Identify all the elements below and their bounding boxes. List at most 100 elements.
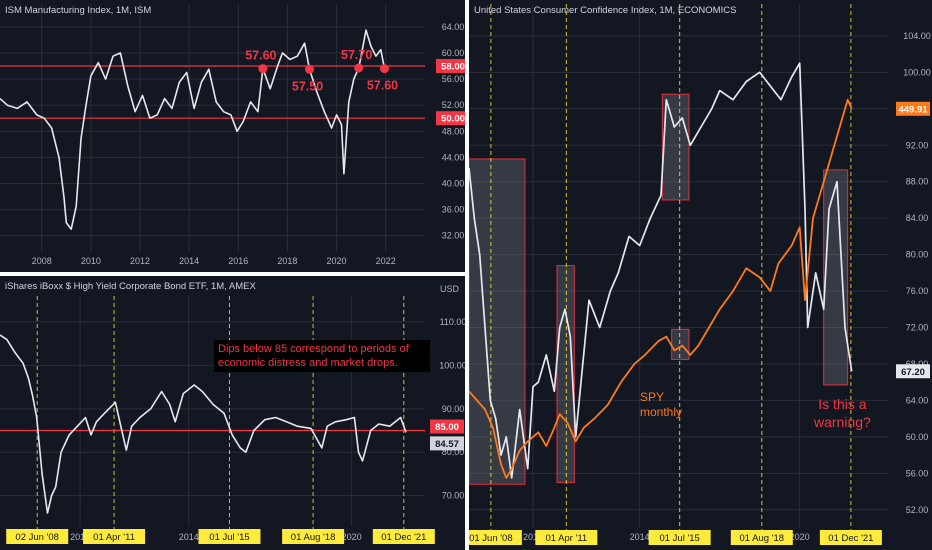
cci-x-tick-label: 2020 bbox=[790, 532, 810, 542]
hyg-y-tick-label: 90.00 bbox=[442, 404, 465, 414]
ism-x-tick-label: 2010 bbox=[81, 256, 101, 266]
cci-date-label: 01 Dec '21 bbox=[828, 533, 873, 544]
cci-y-tick-label: 52.00 bbox=[906, 505, 929, 515]
cci-y-tick-label: 92.00 bbox=[906, 140, 929, 150]
ism-threshold-label-bg bbox=[436, 111, 465, 126]
cci-last-value-label-bg bbox=[896, 364, 930, 379]
cci-date-label: 01 Apr '11 bbox=[545, 533, 587, 544]
ism-y-tick-label: 40.00 bbox=[442, 178, 465, 188]
cci-x-tick-label: 2014 bbox=[630, 532, 650, 542]
ism-x-tick-label: 2008 bbox=[32, 256, 52, 266]
hyg-y-tick-label: 110.00 bbox=[440, 317, 465, 327]
hyg-date-label-bg bbox=[6, 529, 69, 544]
hyg-threshold-label-bg bbox=[430, 419, 464, 434]
hyg-y-tick-label: 80.00 bbox=[442, 447, 465, 457]
hyg-chart-svg: 70.0080.0090.00100.00110.002010201420202… bbox=[0, 296, 465, 544]
ism-y-tick-label: 44.00 bbox=[442, 152, 465, 162]
ism-marker bbox=[379, 64, 389, 74]
ism-y-tick-label: 52.00 bbox=[442, 100, 465, 110]
hyg-date-label: 01 Apr '11 bbox=[93, 532, 135, 543]
warning-annotation-line-2: warning? bbox=[814, 414, 871, 430]
hyg-currency-label: USD bbox=[439, 284, 459, 294]
ism-series-line bbox=[0, 29, 386, 230]
cci-y-tick-label: 76.00 bbox=[906, 286, 929, 296]
hyg-last-value-label: 84.57 bbox=[435, 439, 459, 450]
warning-annotation-line-1: Is this a bbox=[818, 396, 867, 412]
ism-y-tick-label: 32.00 bbox=[442, 231, 465, 241]
hyg-date-label: 02 Jun '08 bbox=[15, 532, 59, 543]
spy-annotation: SPY monthly bbox=[640, 390, 682, 420]
cci-date-label: 01 Aug '18 bbox=[739, 533, 784, 544]
hyg-x-tick-label: 2010 bbox=[70, 532, 90, 542]
ism-x-tick-label: 2018 bbox=[277, 256, 297, 266]
cci-y-tick-label: 88.00 bbox=[906, 177, 929, 187]
ism-y-tick-label: 60.00 bbox=[442, 48, 465, 58]
cci-y-tick-label: 84.00 bbox=[906, 213, 929, 223]
ism-marker bbox=[258, 64, 268, 74]
hyg-series-line bbox=[0, 334, 407, 514]
ism-marker-label: 57.70 bbox=[341, 48, 372, 62]
hyg-threshold-label: 85.00 bbox=[435, 422, 459, 433]
spy-annotation-line-1: SPY bbox=[640, 390, 665, 404]
hyg-chart-panel[interactable]: 70.0080.0090.00100.00110.002010201420202… bbox=[0, 276, 465, 550]
ism-marker-label: 57.50 bbox=[292, 79, 323, 93]
cci-date-label-bg bbox=[535, 530, 598, 545]
ism-marker-label: 57.60 bbox=[367, 79, 398, 93]
ism-chart-panel[interactable]: 32.00 36.00 40.00 44.00 48.00 52.00 56.00 60.00… bbox=[0, 0, 465, 272]
cci-y-tick-label: 80.00 bbox=[906, 250, 929, 260]
ism-threshold-label: 50.00 bbox=[441, 114, 465, 125]
cci-chart-title: United States Consumer Confidence Index,… bbox=[474, 5, 737, 16]
cci-date-label-bg bbox=[819, 530, 882, 545]
hyg-date-label-bg bbox=[83, 529, 146, 544]
cci-date-label-bg bbox=[648, 530, 711, 545]
spy-series-line bbox=[469, 98, 853, 479]
cci-highlight-box bbox=[823, 169, 849, 386]
spy-last-value-label: 449.91 bbox=[898, 104, 928, 115]
hyg-date-label-bg bbox=[372, 529, 435, 544]
hyg-date-label-bg bbox=[282, 529, 345, 544]
cci-y-tick-label: 64.00 bbox=[906, 395, 929, 405]
cci-date-label: 01 Jun '08 bbox=[469, 533, 513, 544]
cci-y-tick-label: 72.00 bbox=[906, 323, 929, 333]
ism-y-tick-label: 64.00 bbox=[442, 22, 465, 32]
ism-chart-svg: 32.00 36.00 40.00 44.00 48.00 52.00 56.00 60.00… bbox=[0, 4, 465, 266]
ism-x-tick-label: 2012 bbox=[130, 256, 150, 266]
ism-marker bbox=[354, 63, 364, 73]
hyg-last-value-label-bg bbox=[430, 436, 464, 451]
hyg-date-label: 01 Dec '21 bbox=[381, 532, 426, 543]
cci-series-line bbox=[469, 62, 853, 479]
cci-y-tick-label: 68.00 bbox=[906, 359, 929, 369]
cci-y-tick-label: 60.00 bbox=[906, 432, 929, 442]
cci-highlight-box bbox=[671, 328, 690, 360]
ism-y-tick-label: 56.00 bbox=[442, 74, 465, 84]
ism-threshold-label-bg bbox=[436, 59, 465, 73]
ism-y-tick-label: 36.00 bbox=[442, 205, 465, 215]
hyg-x-tick-label: 2014 bbox=[179, 532, 199, 542]
cci-chart-panel[interactable]: 52.00 56.00 60.00 64.00 68.00 72.00 76.00 80.00… bbox=[469, 0, 932, 550]
hyg-date-label-bg bbox=[198, 529, 261, 544]
ism-x-tick-label: 2016 bbox=[228, 256, 248, 266]
hyg-x-tick-label: 2020 bbox=[342, 532, 362, 542]
cci-x-tick-label: 2010 bbox=[523, 532, 543, 542]
ism-x-tick-label: 2020 bbox=[327, 256, 347, 266]
cci-date-label-bg bbox=[469, 530, 522, 545]
hyg-y-tick-label: 100.00 bbox=[439, 360, 465, 370]
hyg-annotation: Dips below 85 correspond to periods of e… bbox=[214, 340, 430, 372]
warning-annotation: Is this a warning? bbox=[814, 395, 871, 431]
cci-last-value-label: 67.20 bbox=[901, 367, 925, 378]
cci-highlight-box bbox=[661, 93, 690, 201]
ism-y-tick-label: 48.00 bbox=[442, 126, 465, 136]
ism-marker-label: 57.60 bbox=[245, 49, 276, 63]
cci-date-label-bg bbox=[730, 530, 793, 545]
cci-date-label: 01 Jul '15 bbox=[659, 533, 699, 544]
cci-chart-svg: 52.00 56.00 60.00 64.00 68.00 72.00 76.00 80.00… bbox=[469, 4, 931, 545]
cci-y-tick-label: 100.00 bbox=[903, 67, 931, 77]
cci-y-tick-label: 104.00 bbox=[903, 31, 931, 41]
hyg-y-tick-label: 70.00 bbox=[442, 491, 465, 501]
hyg-date-label: 01 Jul '15 bbox=[209, 532, 249, 543]
spy-annotation-line-2: monthly bbox=[640, 405, 683, 419]
ism-x-tick-label: 2022 bbox=[376, 256, 396, 266]
hyg-date-label: 01 Aug '18 bbox=[291, 532, 336, 543]
ism-marker bbox=[305, 64, 315, 74]
spy-last-value-label-bg bbox=[896, 101, 930, 116]
